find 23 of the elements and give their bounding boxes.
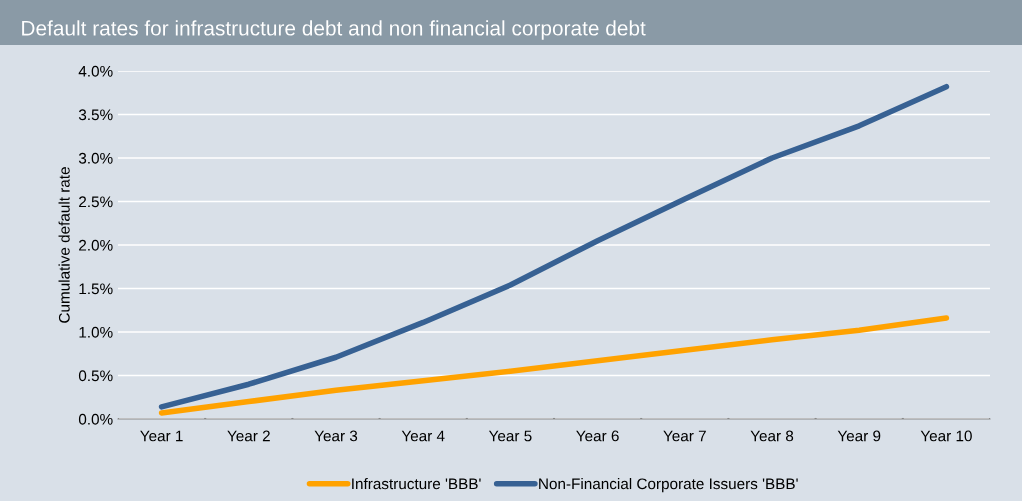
y-tick-label: 3.0% bbox=[78, 152, 113, 164]
y-tick-label: 1.5% bbox=[79, 283, 113, 295]
x-tick-label: Year 10 bbox=[920, 430, 972, 442]
legend-label: Infrastructure 'BBB' bbox=[352, 478, 481, 490]
legend-label: Non-Financial Corporate Issuers 'BBB' bbox=[539, 477, 798, 493]
y-axis-title: Cumulative default rate bbox=[58, 167, 70, 323]
y-tick-label: 4.0% bbox=[78, 65, 113, 77]
y-tick-label: 0.0% bbox=[78, 413, 113, 425]
y-tick-label: 2.5% bbox=[79, 196, 113, 208]
x-tick-label: Year 5 bbox=[488, 430, 532, 442]
x-tick-label: Year 1 bbox=[140, 430, 183, 442]
x-tick-label: Year 7 bbox=[663, 430, 706, 442]
x-tick-label: Year 8 bbox=[750, 430, 794, 442]
x-tick-label: Year 3 bbox=[314, 430, 358, 442]
x-tick-label: Year 4 bbox=[401, 430, 445, 442]
chart-title: Default rates for infrastructure debt and non financial corporate debt bbox=[22, 20, 646, 40]
x-tick-label: Year 2 bbox=[227, 430, 270, 442]
y-tick-label: 3.5% bbox=[78, 109, 113, 121]
y-tick-label: 1.0% bbox=[79, 326, 113, 338]
y-tick-label: 2.0% bbox=[79, 239, 113, 251]
x-tick-label: Year 9 bbox=[837, 430, 881, 442]
x-tick-label: Year 6 bbox=[576, 430, 619, 442]
y-tick-label: 0.5% bbox=[78, 370, 113, 382]
